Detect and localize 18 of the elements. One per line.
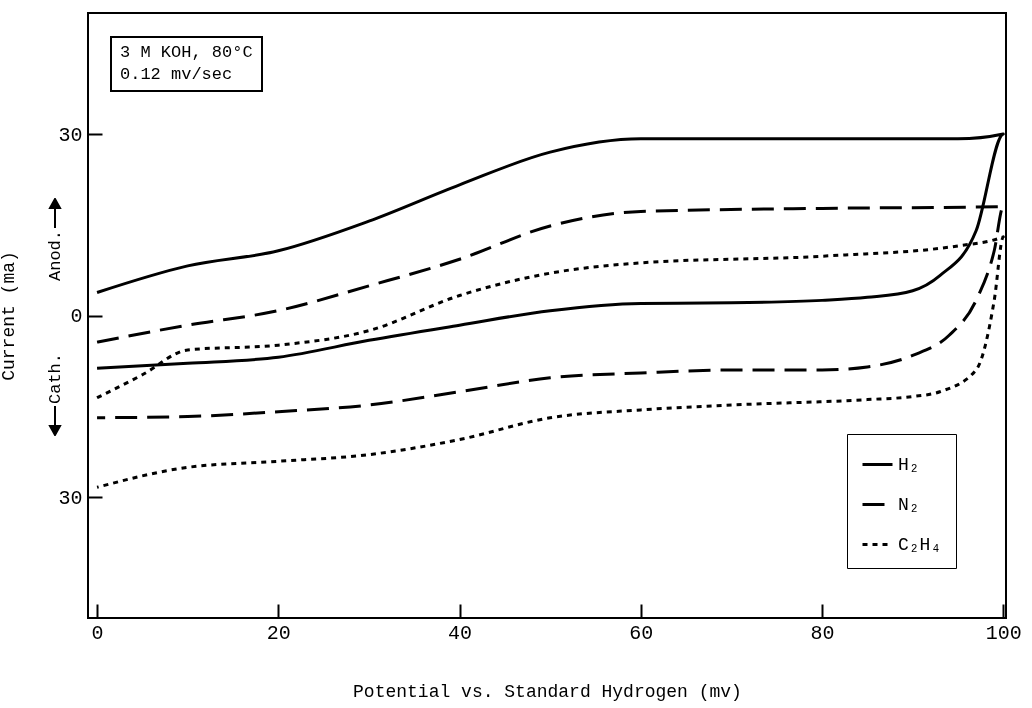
y-axis-title: Current (ma) — [0, 251, 20, 381]
annotation: 0.12 mv/sec — [120, 64, 234, 86]
y-tick-label: 30 — [58, 486, 83, 510]
y-tick-label: 0 — [70, 305, 83, 328]
text: Anod. — [45, 229, 65, 281]
x-tick-label: 40 — [448, 621, 473, 645]
legend-label: C₂H₄ — [898, 534, 942, 555]
x-tick-label: 20 — [266, 621, 291, 645]
x-tick-label: 0 — [91, 621, 104, 645]
x-tick-label: 80 — [810, 621, 835, 645]
legend-label: H₂ — [898, 454, 920, 475]
legend-label: N₂ — [898, 494, 920, 515]
text: Cath. — [45, 352, 65, 404]
x-axis-title: Potential vs. Standard Hydrogen (mv) — [353, 681, 742, 702]
x-tick-label: 60 — [629, 621, 654, 645]
y-tick-label: 30 — [58, 123, 83, 147]
x-tick-label: 100 — [985, 621, 1022, 645]
annotation: 3 M KOH, 80°C — [120, 42, 253, 64]
